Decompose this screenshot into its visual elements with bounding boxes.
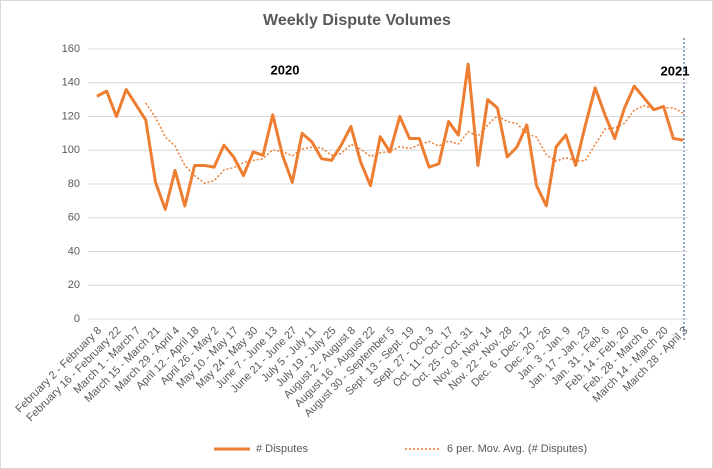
legend-label: 6 per. Mov. Avg. (# Disputes) [447, 443, 587, 455]
y-tick-label: 160 [62, 43, 80, 55]
y-tick-label: 60 [68, 212, 80, 224]
y-tick-label: 120 [62, 110, 80, 122]
annotation: 2020 [271, 62, 300, 77]
y-tick-label: 20 [68, 279, 80, 291]
series-line [96, 62, 684, 211]
series-line [145, 102, 684, 184]
legend-label: # Disputes [256, 443, 308, 455]
annotation: 2021 [661, 63, 690, 78]
y-tick-label: 100 [62, 144, 80, 156]
y-tick-label: 140 [62, 77, 80, 89]
y-tick-label: 0 [74, 313, 80, 325]
y-tick-label: 80 [68, 178, 80, 190]
chart-title: Weekly Dispute Volumes [263, 12, 451, 29]
y-tick-label: 40 [68, 245, 80, 257]
